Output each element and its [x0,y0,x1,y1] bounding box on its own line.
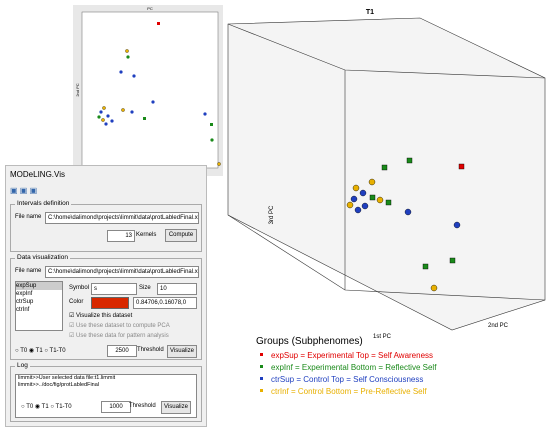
radio-label: T1 [41,404,49,410]
radio-label: T0 [20,348,28,354]
kernels-field[interactable]: 13 [107,230,135,242]
size-field[interactable]: 10 [157,283,197,295]
legend: expSup = Experimental Top = Self Awarene… [260,350,436,398]
group-label: Intervals definition [15,200,72,207]
toolbar[interactable]: ▣ ▣ ▣ [10,186,38,195]
symbol-field[interactable]: s [91,283,137,295]
plot2d-ylabel: 2nd PC [75,83,80,96]
threshold-field[interactable]: 1000 [101,401,131,413]
radio-label: T0 [26,404,34,410]
compute-button[interactable]: Compute [165,229,197,242]
legend-bullet [260,365,263,368]
radio-label: T1-T0 [49,348,66,354]
legend-item: expInf = Experimental Bottom = Reflectiv… [260,362,436,374]
label: Threshold [129,403,156,409]
window-title: MODeLING.Vis [10,170,65,179]
intervals-group: Intervals definition File name C:\home\d… [10,200,202,252]
list-item[interactable]: expInf [16,291,33,297]
log-group: Log limmit>>User selected data file:t1.l… [10,362,202,422]
checkbox[interactable]: ☑ Use these dataset to compute PCA [69,323,170,329]
color-field[interactable]: 0.84706,0.16078,0 [133,297,197,309]
plot2d-points [97,22,221,166]
legend-text: expSup = Experimental Top = Self Awarene… [271,351,434,360]
legend-text: ctrInf = Control Bottom = Pre-Reflective… [271,387,427,396]
visualization-group: Data visualization File name C:\home\dal… [10,254,202,360]
list-item[interactable]: ctrSup [16,299,34,305]
group-label: Data visualization [15,254,70,261]
plot3d-xlabel: 1st PC [373,334,392,340]
visualize-button[interactable]: Visualize [161,401,191,414]
legend-text: ctrSup = Control Top = Self Consciousnes… [271,375,424,384]
checkbox-label: Use these data for pattern analysis [76,333,169,339]
radio-group[interactable]: ○ T0 ◉ T1 ○ T1-T0 [15,348,66,354]
label: File name [15,268,42,274]
radio-label: T1-T0 [55,404,72,410]
plot3d-points [346,157,465,292]
dataset-list[interactable]: expSup expInf ctrSup ctrInf [15,281,63,331]
plot3d-ylabel: 2nd PC [488,323,509,329]
label: Color [69,299,84,305]
checkbox[interactable]: ☑ Visualize this dataset [69,313,133,319]
plot2d-area [81,11,219,169]
legend-item: ctrInf = Control Bottom = Pre-Reflective… [260,386,436,398]
threshold-field[interactable]: 2500 [107,345,137,357]
plot3d-box [227,17,546,331]
visualize-button[interactable]: Visualize [167,345,197,358]
plot2d-title: PC [147,6,153,11]
list-item[interactable]: expSup [16,282,62,290]
plot3d-title: T1 [366,9,374,16]
label: File name [15,214,42,220]
file-field[interactable]: C:\home\dalimond\projects\limmit\data\pr… [45,266,199,278]
file-field[interactable]: C:\home\dalimond\projects\limmit\data\pr… [45,212,199,224]
legend-bullet [260,377,263,380]
checkbox-label: Visualize this dataset [76,313,133,319]
label: Size [139,285,151,291]
radio-label: T1 [35,348,43,354]
legend-bullet [260,353,263,356]
list-item[interactable]: ctrInf [16,307,30,313]
color-swatch[interactable] [91,297,129,309]
plot3d-zlabel: 3rd PC [269,205,275,224]
legend-item: expSup = Experimental Top = Self Awarene… [260,350,436,362]
log-line: limmit>>User selected data file:t1.limmi… [18,375,116,381]
checkbox[interactable]: ☑ Use these data for pattern analysis [69,333,169,339]
legend-bullet [260,389,263,392]
label: Kernels [136,232,157,238]
checkbox-label: Use these dataset to compute PCA [76,323,170,329]
log-line: limmit>>../doc/fig/protLabledFinal [18,382,100,388]
legend-title: Groups (Subphenomes) [256,336,363,347]
legend-text: expInf = Experimental Bottom = Reflectiv… [271,363,437,372]
app-window: MODeLING.Vis ▣ ▣ ▣ Intervals definition … [5,165,207,427]
legend-item: ctrSup = Control Top = Self Consciousnes… [260,374,436,386]
group-label: Log [15,362,30,369]
radio-group[interactable]: ○ T0 ◉ T1 ○ T1-T0 [21,404,72,410]
label: Threshold [137,347,164,353]
label: Symbol [69,285,90,291]
